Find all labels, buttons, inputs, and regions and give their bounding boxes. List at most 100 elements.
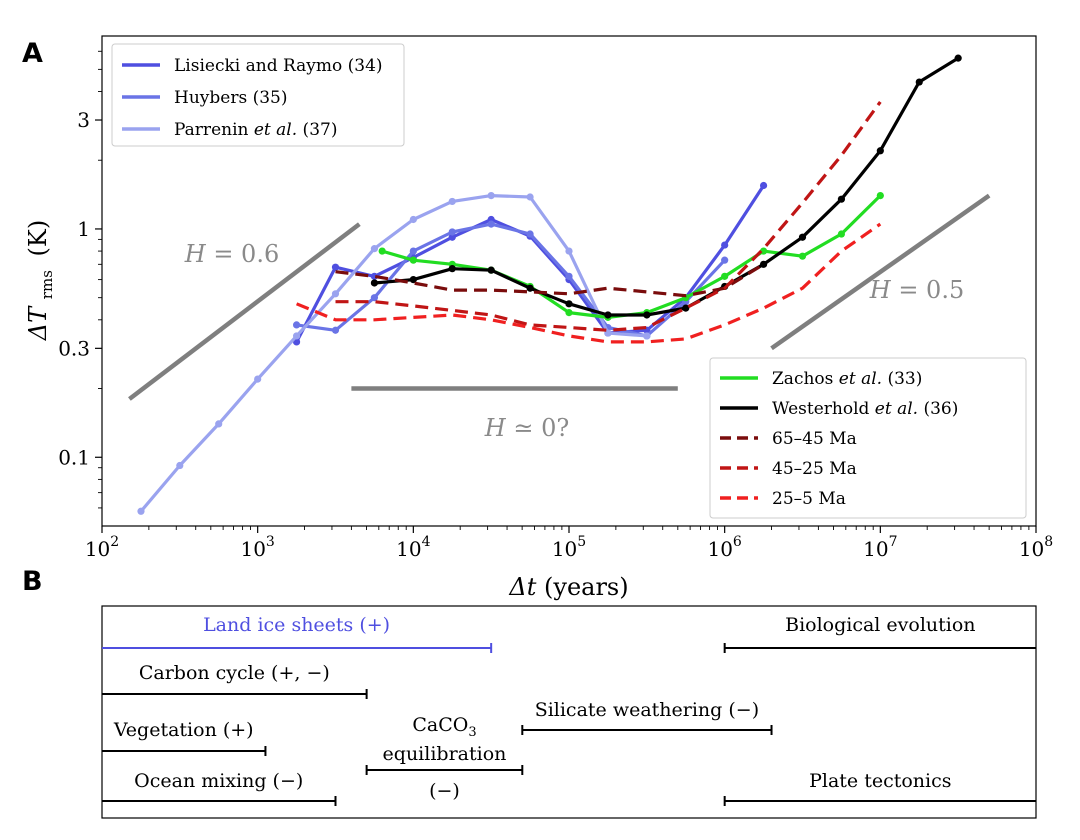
slope-guide-label: H = 0.5: [869, 276, 964, 304]
process-timescales: Land ice sheets (+) Carbon cycle (+, −) Ve…: [102, 614, 1036, 806]
x-tick-label: 107: [863, 534, 897, 561]
series-line-westerhold-et-al-36: [374, 56, 960, 317]
y-tick-label: 0.1: [58, 445, 90, 469]
data-point: [254, 375, 262, 383]
series-line-parrenin-et-al-37: [139, 194, 647, 513]
data-point: [565, 300, 573, 308]
data-point: [331, 263, 340, 271]
data-point: [215, 420, 223, 428]
data-point: [798, 233, 807, 241]
slope-guide-line: [770, 193, 991, 351]
data-point: [604, 311, 612, 319]
data-point: [837, 195, 846, 203]
legend-label: Lisiecki and Raymo (34): [174, 56, 383, 76]
data-point: [721, 256, 729, 264]
data-point: [682, 304, 690, 312]
legend-label: 45–25 Ma: [772, 459, 857, 479]
data-point: [409, 256, 417, 264]
chart-panel-b: Land ice sheets (+) Carbon cycle (+, −) Ve…: [101, 605, 1037, 819]
process-label: Biological evolution: [785, 614, 975, 636]
legend-label: Parrenin et al. (37): [174, 120, 337, 140]
x-axis-ticks: 102 103 104 105 106 107 108: [85, 526, 1053, 561]
data-point: [565, 247, 573, 255]
y-tick-label: 3: [77, 108, 90, 132]
data-point: [487, 266, 495, 274]
data-series: [137, 54, 962, 515]
timescale-frame: [101, 605, 1037, 819]
series-line-65-45-ma: [335, 262, 765, 298]
data-point: [954, 54, 962, 62]
data-point: [176, 461, 184, 470]
y-tick-label: 0.3: [58, 336, 90, 360]
data-point: [643, 311, 651, 319]
data-point: [721, 241, 729, 249]
legend-top-left: Lisiecki and Raymo (34) Huybers (35) Parre…: [111, 43, 405, 147]
data-point: [798, 252, 807, 260]
data-point: [526, 230, 534, 238]
process-label: Land ice sheets (+): [203, 614, 390, 636]
data-point: [487, 191, 495, 200]
legend-bottom-right: Zachos et al. (33) Westerhold et al. (36)…: [709, 357, 1027, 519]
data-point: [643, 332, 651, 340]
process-label: Carbon cycle (+, −): [139, 662, 330, 684]
data-point: [292, 332, 301, 340]
process-label: Plate tectonics: [809, 770, 951, 792]
data-point: [409, 215, 417, 224]
legend-label: 25–5 Ma: [772, 489, 846, 509]
data-point: [565, 272, 573, 280]
data-point: [759, 247, 768, 255]
process-label: CaCO3: [412, 714, 476, 740]
data-point: [409, 247, 417, 255]
x-tick-label: 108: [1019, 534, 1053, 561]
panel-label-b: B: [22, 566, 43, 597]
data-point: [915, 78, 923, 86]
chart-panel-a: H = 0.6H ≃ 0?H = 0.5 102 103 104 105 106 107 1…: [24, 35, 1053, 601]
data-point: [137, 507, 145, 515]
y-axis-ticks: 0.1 0.3 1 3: [58, 50, 102, 509]
data-point: [876, 147, 884, 155]
data-point: [370, 279, 379, 287]
legend-box: [709, 357, 1027, 519]
legend-box: [111, 43, 405, 147]
data-point: [292, 321, 301, 329]
data-point: [378, 247, 386, 255]
y-tick-label: 1: [77, 217, 90, 241]
data-point: [370, 245, 379, 253]
y-axis-label: ΔT rms (K): [24, 220, 58, 341]
data-point: [565, 309, 573, 317]
process-label: Vegetation (+): [113, 719, 254, 741]
process-label: Silicate weathering (−): [535, 699, 759, 721]
legend-label: Zachos et al. (33): [772, 369, 922, 389]
data-point: [331, 290, 340, 298]
data-point: [759, 181, 768, 190]
legend-label: 65–45 Ma: [772, 429, 857, 449]
legend-label: Huybers (35): [174, 88, 287, 108]
x-tick-label: 105: [552, 534, 586, 561]
x-tick-label: 103: [240, 534, 274, 561]
data-point: [837, 230, 846, 238]
series-line-25-5-ma: [295, 222, 882, 344]
data-point: [721, 272, 729, 280]
panel-label-a: A: [22, 38, 43, 69]
slope-guide-label: H = 0.6: [184, 240, 279, 268]
data-point: [759, 260, 768, 268]
data-point: [448, 197, 456, 206]
data-point: [448, 228, 456, 236]
process-label: Ocean mixing (−): [134, 770, 303, 792]
data-point: [331, 326, 340, 334]
process-label: equilibration: [383, 743, 507, 765]
data-point: [487, 220, 495, 228]
data-point: [448, 265, 456, 273]
series-line-lisiecki-and-raymo-34: [295, 184, 765, 343]
data-point: [876, 191, 884, 200]
data-point: [526, 284, 534, 292]
data-point: [409, 276, 417, 284]
x-axis-label: Δt (years): [508, 573, 628, 601]
x-tick-label: 102: [85, 534, 119, 561]
slope-guide-label: H ≃ 0?: [484, 414, 569, 442]
data-point: [370, 294, 379, 302]
data-point: [526, 193, 534, 201]
series-line-45-25-ma: [335, 100, 882, 332]
slope-guides: H = 0.6 H ≃ 0? H = 0.5: [128, 193, 991, 442]
